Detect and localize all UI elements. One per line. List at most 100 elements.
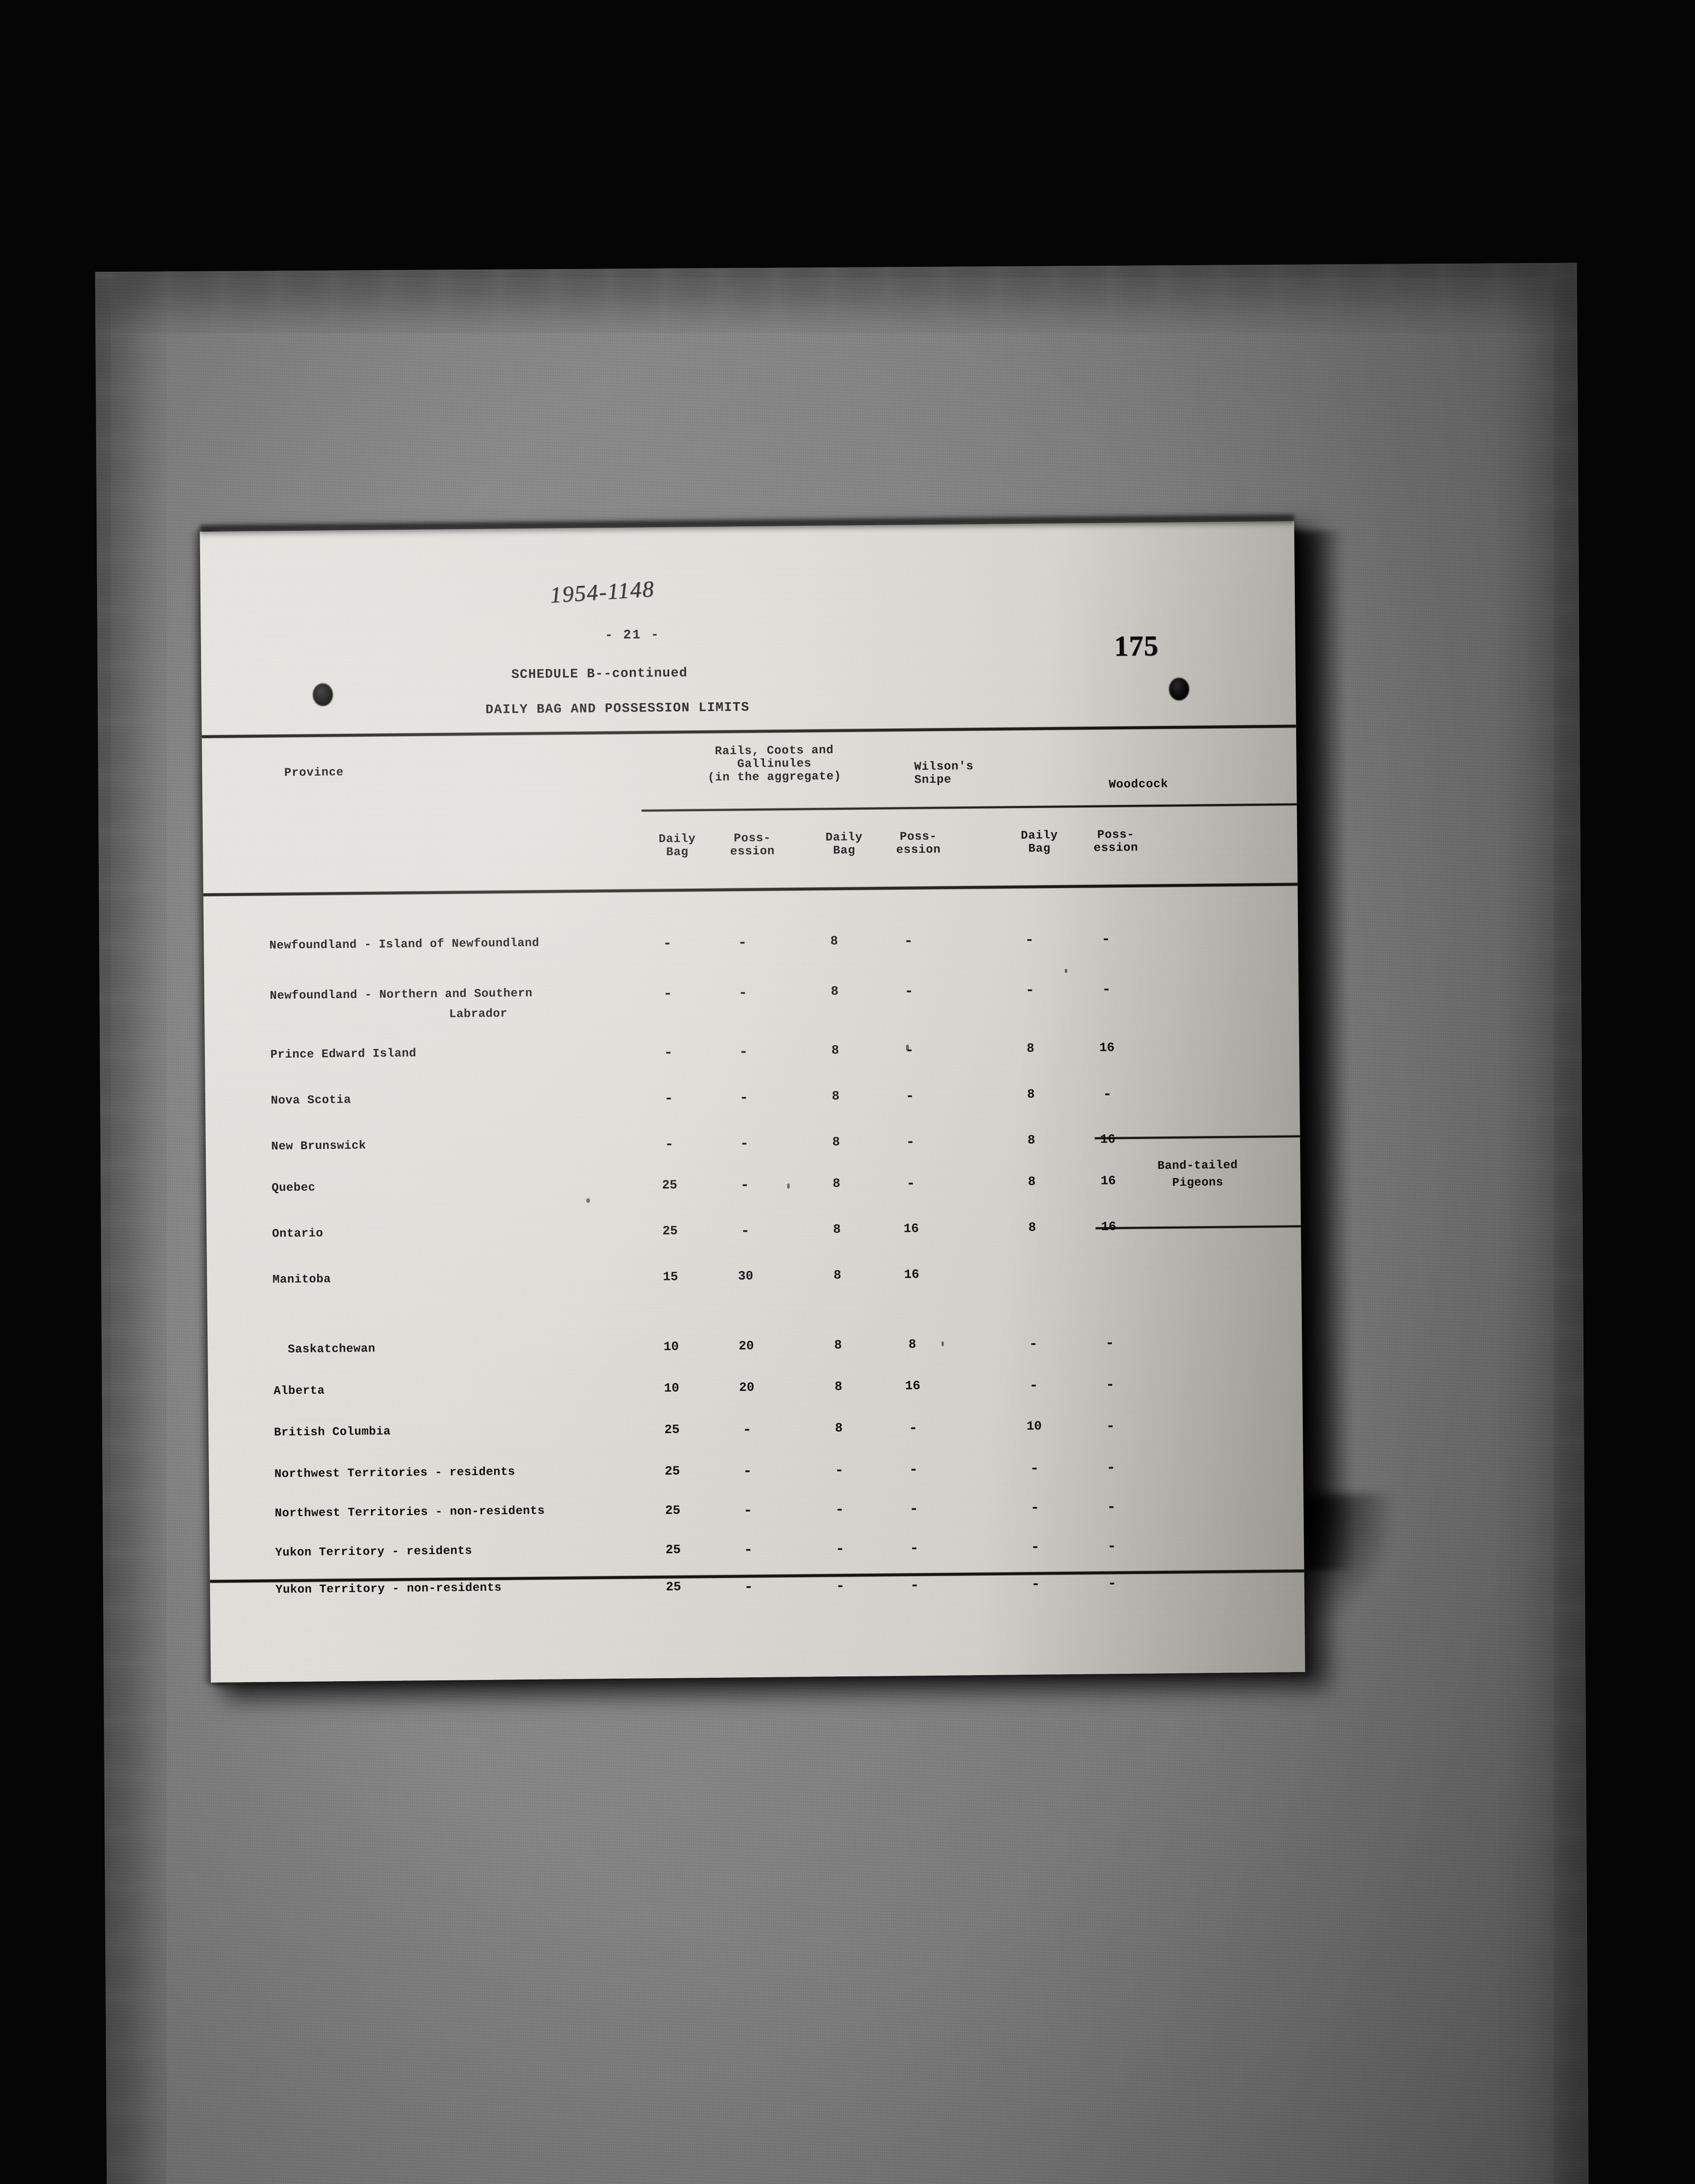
table-cell-wood-daily: -: [1028, 1336, 1038, 1353]
punch-hole-icon: [312, 683, 333, 706]
table-cell-wood-poss: -: [1107, 1538, 1117, 1555]
table-cell-snipe-poss: -: [905, 1042, 914, 1059]
table-row-label: Northwest Territories - residents: [274, 1465, 515, 1481]
table-cell-snipe-daily: 8: [832, 1176, 841, 1191]
table-cell-rails-daily: -: [664, 1136, 674, 1153]
table-cell-snipe-poss: -: [910, 1540, 919, 1557]
table-cell-rails-poss: -: [738, 985, 748, 1002]
punch-hole-icon: [1169, 677, 1190, 701]
page-title: DAILY BAG AND POSSESSION LIMITS: [485, 700, 750, 718]
table-cell-snipe-poss: 8: [908, 1337, 917, 1352]
table-cell-snipe-daily: 8: [830, 984, 839, 999]
table-row-label: New Brunswick: [271, 1139, 367, 1154]
table-row-label: Ontario: [272, 1227, 323, 1241]
table-cell-wood-poss: 16: [1100, 1174, 1116, 1189]
table-cell-rails-poss: -: [744, 1579, 754, 1596]
table-cell-snipe-poss: -: [906, 1134, 915, 1151]
table-row-label: Alberta: [273, 1384, 325, 1398]
table-cell-rails-daily: 25: [664, 1464, 680, 1479]
table-cell-wood-poss: -: [1106, 1418, 1115, 1435]
table-cell-rails-poss: -: [743, 1503, 753, 1520]
table-cell-snipe-daily: 8: [831, 1043, 839, 1058]
table-cell-wood-daily: -: [1030, 1460, 1039, 1477]
table-cell-snipe-daily: -: [835, 1502, 844, 1519]
table-cell-snipe-daily: 8: [833, 1222, 841, 1237]
table-cell-snipe-daily: 8: [834, 1379, 843, 1394]
table-cell-rails-daily: -: [664, 1090, 674, 1107]
subheader-daily-l2: Bag: [666, 846, 689, 859]
table-cell-snipe-poss: -: [909, 1462, 918, 1479]
subheader-poss-l2: ession: [730, 845, 775, 859]
table-bottom-rule: [210, 1569, 1304, 1583]
table-cell-snipe-poss: 16: [905, 1379, 920, 1393]
table-cell-snipe-daily: 8: [835, 1421, 843, 1436]
table-cell-snipe-daily: 8: [832, 1089, 840, 1104]
table-cell-rails-poss: -: [739, 1090, 749, 1107]
table-cell-wood-poss: -: [1107, 1576, 1117, 1593]
table-cell-snipe-daily: -: [836, 1578, 845, 1595]
subheader-poss-l1: Poss-: [899, 830, 937, 844]
table-row-label: Quebec: [271, 1181, 316, 1195]
table-cell-rails-daily: 15: [663, 1269, 678, 1284]
column-header-woodcock: Woodcock: [1108, 778, 1169, 792]
subheader-poss-l1: Poss-: [1097, 828, 1135, 842]
table-row-label: Prince Edward Island: [270, 1047, 417, 1062]
table-cell-wood-daily: 10: [1026, 1419, 1042, 1434]
table-cell-rails-poss: -: [742, 1422, 752, 1439]
table-cell-rails-daily: 25: [666, 1579, 681, 1594]
table-row-label: British Columbia: [274, 1425, 391, 1440]
table-cell-rails-daily: -: [663, 985, 673, 1002]
table-cell-rails-poss: -: [744, 1542, 753, 1559]
table-cell-wood-daily: -: [1031, 1539, 1040, 1556]
subheader-daily-l1: Daily: [1020, 829, 1058, 843]
table-cell-snipe-daily: -: [835, 1541, 845, 1558]
table-cell-wood-daily: 8: [1027, 1133, 1035, 1147]
table-row-label: Saskatchewan: [273, 1342, 376, 1357]
table-cell-rails-poss: 20: [738, 1338, 754, 1354]
table-cell-snipe-daily: 8: [834, 1338, 842, 1353]
table-cell-rails-poss: -: [740, 1223, 750, 1240]
schedule-label: SCHEDULE B--continued: [511, 666, 688, 683]
subheader-poss-l2: ession: [896, 843, 941, 857]
column-header-province: Province: [284, 766, 344, 780]
table-row-label: Newfoundland - Island of Newfoundland: [269, 936, 540, 953]
table-cell-rails-daily: -: [663, 935, 672, 952]
subheader-poss-l2: ession: [1093, 841, 1138, 855]
table-cell-snipe-poss: 16: [904, 1267, 920, 1282]
table-cell-wood-poss: -: [1102, 981, 1111, 999]
column-header-snipe-l1: Wilson's: [914, 760, 974, 774]
table-cell-wood-poss: -: [1103, 1086, 1112, 1103]
subheader-daily-l2: Bag: [1028, 842, 1051, 856]
subheader-daily-l1: Daily: [658, 833, 696, 847]
table-cell-rails-daily: -: [664, 1044, 673, 1061]
subheader-daily-l2: Bag: [833, 844, 856, 858]
table-cell-rails-poss: -: [740, 1177, 750, 1194]
table-cell-snipe-poss: -: [906, 1175, 916, 1192]
table-cell-rails-poss: 20: [739, 1380, 754, 1395]
column-header-rails-l3: (in the aggregate): [707, 770, 842, 784]
table-row-label: Manitoba: [272, 1273, 331, 1287]
table-cell-snipe-daily: 8: [832, 1135, 840, 1150]
subheader-poss-l1: Poss-: [733, 832, 771, 846]
table-cell-rails-daily: 25: [665, 1542, 681, 1557]
table-cell-snipe-poss: 16: [903, 1221, 919, 1236]
table-cell-snipe-poss: -: [905, 1088, 915, 1105]
table-cell-snipe-daily: 8: [830, 934, 838, 949]
table-cell-wood-poss: 16: [1101, 1220, 1117, 1234]
group-header-rule: [641, 803, 1297, 812]
table-cell-wood-poss: -: [1101, 931, 1110, 948]
table-cell-rails-daily: 25: [665, 1503, 681, 1518]
table-row-label: Newfoundland - Northern and Southern: [270, 987, 533, 1003]
table-cell-wood-poss: 16: [1100, 1132, 1116, 1147]
subheader-daily-l1: Daily: [825, 831, 863, 845]
table-cell-rails-daily: 10: [663, 1339, 679, 1354]
table-cell-wood-daily: 8: [1026, 1041, 1034, 1056]
table-top-rule: [201, 725, 1296, 739]
table-cell-wood-daily: 8: [1027, 1087, 1035, 1102]
table-cell-rails-daily: 25: [664, 1422, 680, 1437]
table-cell-wood-poss: -: [1105, 1377, 1115, 1394]
table-row-label: Northwest Territories - non-residents: [274, 1504, 545, 1521]
table-cell-snipe-daily: -: [834, 1462, 844, 1479]
table-cell-wood-daily: 8: [1027, 1174, 1036, 1189]
table-cell-rails-poss: -: [743, 1463, 752, 1480]
